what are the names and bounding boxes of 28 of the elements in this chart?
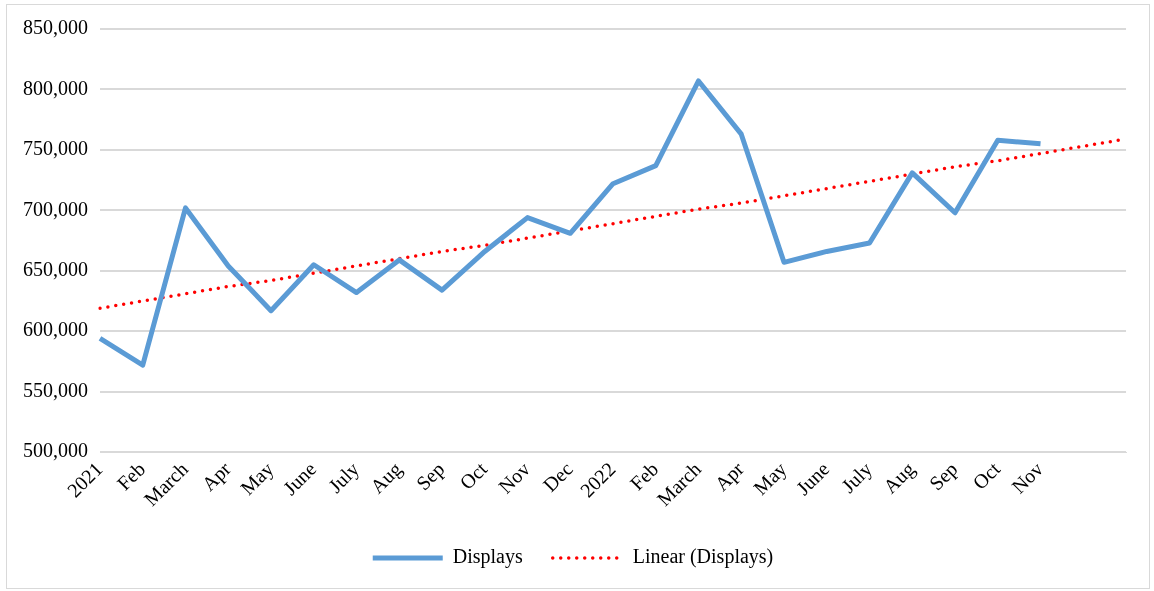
x-tick-label: May [236, 457, 279, 500]
x-tick-label: Nov [494, 457, 535, 498]
y-tick-label: 800,000 [23, 76, 88, 99]
legend-label: Displays [452, 545, 523, 569]
x-tick-label: Feb [112, 457, 150, 495]
y-tick-label: 550,000 [23, 378, 88, 401]
y-tick-label: 700,000 [23, 197, 88, 220]
x-tick-label: Oct [455, 457, 492, 494]
x-tick-label: Aug [365, 457, 407, 499]
x-tick-label: Feb [625, 457, 663, 495]
x-tick-label: Apr [710, 457, 749, 496]
x-tick-label: Oct [968, 457, 1005, 494]
x-tick-label: July [323, 457, 364, 498]
x-tick-label: July [836, 457, 877, 498]
x-tick-label: June [791, 457, 834, 500]
x-tick-label: Dec [538, 457, 577, 496]
x-tick-label: Sep [924, 457, 963, 496]
x-tick-label: May [749, 457, 792, 500]
y-tick-label: 650,000 [23, 258, 88, 281]
x-tick-label: June [278, 457, 321, 500]
x-tick-label: Aug [878, 457, 920, 499]
y-tick-label: 600,000 [23, 318, 88, 341]
x-tick-label: Nov [1007, 457, 1048, 498]
y-tick-label: 750,000 [23, 137, 88, 160]
legend-label: Linear (Displays) [632, 545, 774, 569]
x-tick-label: Sep [411, 457, 450, 496]
x-tick-label: Apr [197, 457, 236, 496]
y-tick-label: 850,000 [23, 16, 88, 39]
